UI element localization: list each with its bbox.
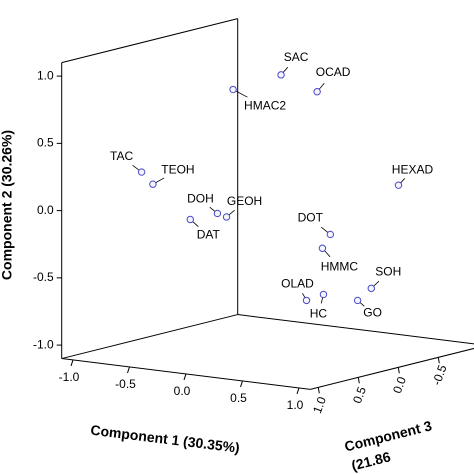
point-label: GO	[363, 306, 382, 320]
z-tick-label: -1.0	[469, 353, 474, 378]
point	[186, 215, 194, 224]
point	[394, 181, 403, 189]
box-edge	[237, 314, 474, 345]
x-tick	[183, 373, 187, 381]
z-tick-label: 0.5	[350, 385, 369, 406]
x-tick-label: -0.5	[115, 377, 136, 391]
point	[367, 284, 375, 293]
x-tick-label: 0.5	[230, 391, 247, 405]
point-label: HMAC2	[244, 99, 286, 113]
point-label: HC	[310, 307, 328, 321]
z-tick	[397, 367, 400, 374]
z-tick	[357, 377, 360, 384]
point-label: OLAD	[281, 277, 314, 291]
point	[313, 88, 321, 96]
z-tick	[317, 387, 320, 394]
point	[277, 71, 285, 79]
point-label: DOT	[298, 211, 324, 225]
point	[326, 230, 335, 239]
point	[222, 213, 231, 221]
point-label: SAC	[284, 50, 309, 64]
point	[302, 296, 311, 305]
x-tick	[240, 380, 243, 388]
point-label: GEOH	[227, 194, 262, 208]
y-tick-label: -1.0	[33, 337, 54, 351]
x-tick	[296, 387, 300, 395]
point	[137, 168, 146, 176]
point-label: SOH	[375, 265, 401, 279]
point	[318, 244, 327, 252]
point	[229, 85, 237, 94]
y-tick-label: 0.0	[37, 203, 54, 217]
x-tick-label: -1.0	[59, 370, 80, 384]
x-tick	[70, 359, 74, 367]
point	[319, 290, 328, 299]
z-tick	[437, 357, 440, 364]
point	[353, 296, 362, 305]
point-label: OCAD	[316, 65, 351, 79]
point-label: DAT	[197, 228, 221, 242]
y-tick-label: 0.5	[37, 136, 54, 150]
z-tick-label: -0.5	[429, 363, 449, 388]
point-label: DOH	[187, 192, 214, 206]
point-label: TAC	[110, 149, 133, 163]
box-edge	[61, 314, 238, 360]
x-tick	[127, 366, 130, 374]
box-edge	[61, 18, 238, 64]
point-label: HMMC	[321, 259, 359, 273]
x-tick-label: 1.0	[287, 398, 304, 412]
point	[213, 209, 222, 218]
point	[149, 180, 157, 188]
x-tick-label: 0.0	[174, 384, 191, 398]
y-axis-title: Component 2 (30.26%)	[0, 130, 15, 280]
x-axis-title: Component 1 (30.35%)	[90, 422, 241, 456]
y-tick-label: -0.5	[33, 270, 54, 284]
point-label: TEOH	[161, 162, 194, 176]
point-label: HEXAD	[392, 162, 434, 176]
y-tick-label: 1.0	[37, 68, 54, 82]
z-tick-label: 0.0	[390, 375, 409, 396]
z-tick-label: 1.0	[310, 395, 329, 416]
